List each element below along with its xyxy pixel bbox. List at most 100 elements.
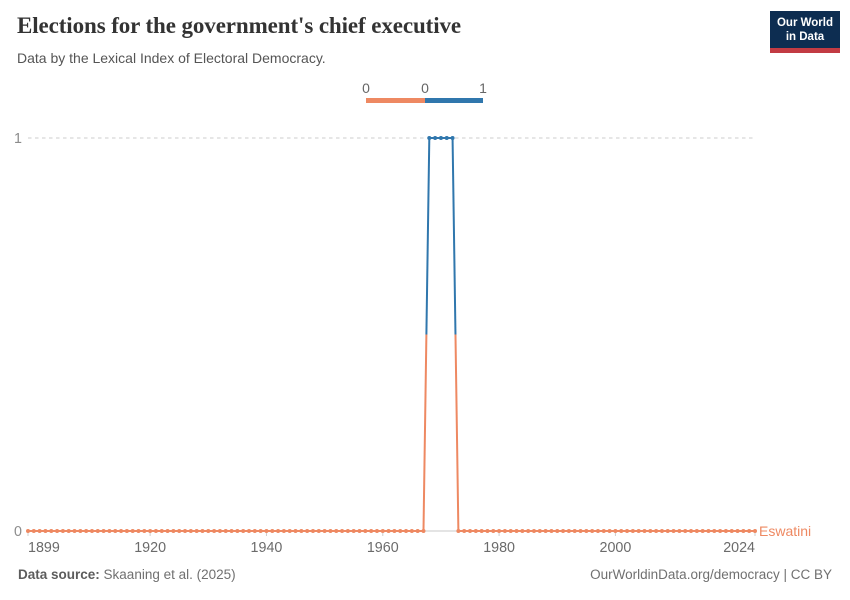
series-segment[interactable] [422,334,428,532]
data-point[interactable] [735,529,740,533]
data-point[interactable] [514,529,519,533]
data-point[interactable] [153,529,158,533]
data-point[interactable] [473,529,478,533]
data-point[interactable] [316,529,321,533]
data-point[interactable] [409,529,414,533]
data-point[interactable] [55,529,60,533]
data-point[interactable] [206,529,211,533]
data-point[interactable] [322,529,327,533]
data-point[interactable] [217,529,222,533]
data-point[interactable] [142,529,147,533]
data-point[interactable] [159,529,164,533]
data-point[interactable] [677,529,682,533]
series-segment[interactable] [451,137,457,335]
data-point[interactable] [572,529,577,533]
data-point[interactable] [712,529,717,533]
data-point[interactable] [130,529,135,533]
data-point[interactable] [654,529,659,533]
data-point[interactable] [741,529,746,533]
data-point[interactable] [194,529,199,533]
data-point[interactable] [683,529,688,533]
data-point[interactable] [753,529,757,533]
data-point[interactable] [49,529,54,533]
data-point[interactable] [276,529,281,533]
data-point[interactable] [223,529,228,533]
data-point[interactable] [188,529,193,533]
series-segment[interactable] [454,334,460,532]
data-point[interactable] [689,529,694,533]
data-point[interactable] [421,529,426,533]
data-point[interactable] [526,529,531,533]
data-point[interactable] [281,529,286,533]
data-point[interactable] [468,529,473,533]
series-label-eswatini[interactable]: Eswatini [759,523,812,539]
data-point[interactable] [601,529,606,533]
data-point[interactable] [456,529,461,533]
data-point[interactable] [543,529,548,533]
data-point[interactable] [700,529,705,533]
data-point[interactable] [444,136,449,140]
data-point[interactable] [508,529,513,533]
data-point[interactable] [264,529,269,533]
data-point[interactable] [630,529,635,533]
data-point[interactable] [26,529,30,533]
data-point[interactable] [438,136,443,140]
data-point[interactable] [479,529,484,533]
data-point[interactable] [462,529,467,533]
data-point[interactable] [293,529,298,533]
data-point[interactable] [433,136,438,140]
data-point[interactable] [642,529,647,533]
data-point[interactable] [380,529,385,533]
data-point[interactable] [357,529,362,533]
data-point[interactable] [247,529,252,533]
data-point[interactable] [241,529,246,533]
data-point[interactable] [694,529,699,533]
data-point[interactable] [78,529,83,533]
data-point[interactable] [72,529,77,533]
data-point[interactable] [648,529,653,533]
data-point[interactable] [89,529,94,533]
data-point[interactable] [258,529,263,533]
data-point[interactable] [252,529,257,533]
data-point[interactable] [287,529,292,533]
data-point[interactable] [636,529,641,533]
data-point[interactable] [566,529,571,533]
legend-bin-1[interactable] [425,98,483,103]
data-point[interactable] [171,529,176,533]
data-point[interactable] [363,529,368,533]
data-point[interactable] [427,136,432,140]
series-segment[interactable] [425,137,431,335]
data-point[interactable] [235,529,240,533]
data-point[interactable] [310,529,315,533]
data-point[interactable] [345,529,350,533]
data-point[interactable] [113,529,118,533]
data-point[interactable] [491,529,496,533]
data-point[interactable] [334,529,339,533]
data-point[interactable] [590,529,595,533]
data-point[interactable] [43,529,48,533]
data-point[interactable] [351,529,356,533]
legend-bin-0[interactable] [366,98,425,103]
data-point[interactable] [706,529,711,533]
data-point[interactable] [659,529,664,533]
data-point[interactable] [497,529,502,533]
data-point[interactable] [584,529,589,533]
data-point[interactable] [392,529,397,533]
data-point[interactable] [60,529,65,533]
data-point[interactable] [374,529,379,533]
data-point[interactable] [555,529,560,533]
data-point[interactable] [729,529,734,533]
data-point[interactable] [718,529,723,533]
data-point[interactable] [270,529,275,533]
data-point[interactable] [386,529,391,533]
data-point[interactable] [537,529,542,533]
data-point[interactable] [450,136,455,140]
data-point[interactable] [398,529,403,533]
data-point[interactable] [723,529,728,533]
data-point[interactable] [212,529,217,533]
data-point[interactable] [520,529,525,533]
data-point[interactable] [84,529,89,533]
data-point[interactable] [404,529,409,533]
data-point[interactable] [148,529,153,533]
